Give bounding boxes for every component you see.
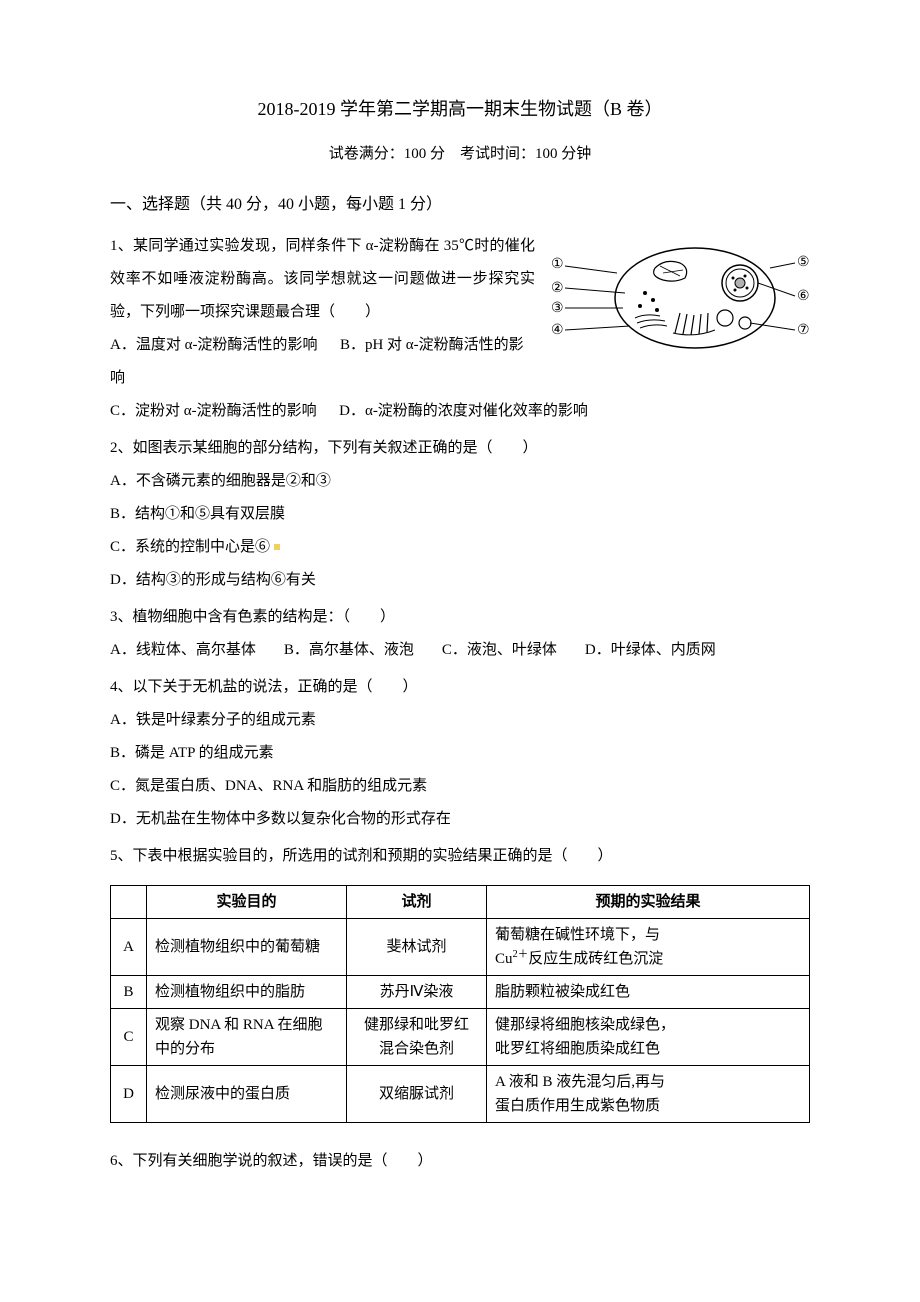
q3-option-b: B．高尔基体、液泡 — [284, 634, 414, 667]
cell-c-purpose: 观察 DNA 和 RNA 在细胞 中的分布 — [147, 1008, 347, 1065]
cell-d-purpose: 检测尿液中的蛋白质 — [147, 1065, 347, 1122]
cell-c-reagent: 健那绿和吡罗红 混合染色剂 — [347, 1008, 487, 1065]
q2-option-b: B．结构①和⑤具有双层膜 — [110, 498, 810, 531]
question-5: 5、下表中根据实验目的，所选用的试剂和预期的实验结果正确的是（ ） — [110, 840, 810, 873]
cell-b-letter: B — [111, 975, 147, 1008]
cell-b-purpose: 检测植物组织中的脂肪 — [147, 975, 347, 1008]
q2-option-c: C．系统的控制中心是⑥ — [110, 531, 810, 564]
cell-a-purpose: 检测植物组织中的葡萄糖 — [147, 918, 347, 975]
q4-option-c: C．氮是蛋白质、DNA、RNA 和脂肪的组成元素 — [110, 770, 810, 803]
q2-text: 2、如图表示某细胞的部分结构，下列有关叙述正确的是（ ） — [110, 432, 810, 465]
experiment-table: 实验目的 试剂 预期的实验结果 A 检测植物组织中的葡萄糖 斐林试剂 葡萄糖在碱… — [110, 885, 810, 1123]
question-3: 3、植物细胞中含有色素的结构是：（ ） A．线粒体、高尔基体 B．高尔基体、液泡… — [110, 601, 810, 667]
q1-option-c: C．淀粉对 α-淀粉酶活性的影响 — [110, 403, 317, 419]
table-row-c: C 观察 DNA 和 RNA 在细胞 中的分布 健那绿和吡罗红 混合染色剂 健那… — [111, 1008, 810, 1065]
q4-option-a: A．铁是叶绿素分子的组成元素 — [110, 704, 810, 737]
q4-option-d: D．无机盐在生物体中多数以复杂化合物的形式存在 — [110, 803, 810, 836]
q3-option-a: A．线粒体、高尔基体 — [110, 634, 256, 667]
table-header-row: 实验目的 试剂 预期的实验结果 — [111, 885, 810, 918]
th-purpose: 实验目的 — [147, 885, 347, 918]
q2-option-d: D．结构③的形成与结构⑥有关 — [110, 564, 810, 597]
question-6: 6、下列有关细胞学说的叙述，错误的是（ ） — [110, 1145, 810, 1178]
th-result: 预期的实验结果 — [487, 885, 810, 918]
q6-text: 6、下列有关细胞学说的叙述，错误的是（ ） — [110, 1145, 810, 1178]
q4-option-b: B．磷是 ATP 的组成元素 — [110, 737, 810, 770]
q3-text: 3、植物细胞中含有色素的结构是：（ ） — [110, 601, 810, 634]
q1-option-d: D．α-淀粉酶的浓度对催化效率的影响 — [339, 403, 588, 419]
table-row-d: D 检测尿液中的蛋白质 双缩脲试剂 A 液和 B 液先混匀后,再与 蛋白质作用生… — [111, 1065, 810, 1122]
q3-option-d: D．叶绿体、内质网 — [585, 634, 716, 667]
exam-subtitle: 试卷满分：100 分 考试时间：100 分钟 — [110, 138, 810, 171]
cell-d-reagent: 双缩脲试剂 — [347, 1065, 487, 1122]
th-blank — [111, 885, 147, 918]
cell-b-reagent: 苏丹Ⅳ染液 — [347, 975, 487, 1008]
cell-c-letter: C — [111, 1008, 147, 1065]
cell-a-letter: A — [111, 918, 147, 975]
question-2: 2、如图表示某细胞的部分结构，下列有关叙述正确的是（ ） A．不含磷元素的细胞器… — [110, 432, 810, 597]
cell-c-result: 健那绿将细胞核染成绿色， 吡罗红将细胞质染成红色 — [487, 1008, 810, 1065]
q1-text: 1、某同学通过实验发现，同样条件下 α-淀粉酶在 35℃时的催化效率不如唾液淀粉… — [110, 230, 810, 329]
cell-d-result: A 液和 B 液先混匀后,再与 蛋白质作用生成紫色物质 — [487, 1065, 810, 1122]
cell-a-result: 葡萄糖在碱性环境下，与 Cu2＋反应生成砖红色沉淀 — [487, 918, 810, 975]
table-row-a: A 检测植物组织中的葡萄糖 斐林试剂 葡萄糖在碱性环境下，与 Cu2＋反应生成砖… — [111, 918, 810, 975]
q2-option-a: A．不含磷元素的细胞器是②和③ — [110, 465, 810, 498]
cell-d-letter: D — [111, 1065, 147, 1122]
cell-a-reagent: 斐林试剂 — [347, 918, 487, 975]
section-1-header: 一、选择题（共 40 分，40 小题，每小题 1 分） — [110, 187, 810, 222]
question-1: 1、某同学通过实验发现，同样条件下 α-淀粉酶在 35℃时的催化效率不如唾液淀粉… — [110, 230, 810, 428]
exam-title: 2018-2019 学年第二学期高一期末生物试题（B 卷） — [110, 90, 810, 130]
table-row-b: B 检测植物组织中的脂肪 苏丹Ⅳ染液 脂肪颗粒被染成红色 — [111, 975, 810, 1008]
q1-option-a: A．温度对 α-淀粉酶活性的影响 — [110, 337, 317, 353]
q5-text: 5、下表中根据实验目的，所选用的试剂和预期的实验结果正确的是（ ） — [110, 840, 810, 873]
marker-icon — [274, 544, 280, 550]
th-reagent: 试剂 — [347, 885, 487, 918]
question-4: 4、以下关于无机盐的说法，正确的是（ ） A．铁是叶绿素分子的组成元素 B．磷是… — [110, 671, 810, 836]
cell-b-result: 脂肪颗粒被染成红色 — [487, 975, 810, 1008]
q3-option-c: C．液泡、叶绿体 — [442, 634, 557, 667]
q4-text: 4、以下关于无机盐的说法，正确的是（ ） — [110, 671, 810, 704]
